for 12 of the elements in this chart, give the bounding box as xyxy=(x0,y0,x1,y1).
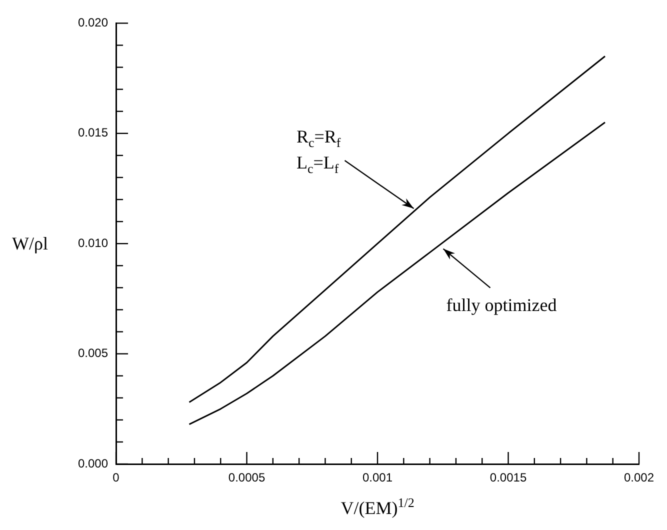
x-tick-label: 0.002 xyxy=(624,470,654,484)
y-tick-label: 0.000 xyxy=(78,456,108,470)
x-tick-label: 0 xyxy=(112,470,120,484)
x-tick-label: 0.0005 xyxy=(228,470,266,484)
y-tick-label: 0.020 xyxy=(78,16,108,30)
x-tick-label: 0.0015 xyxy=(490,470,527,484)
y-tick-label: 0.015 xyxy=(78,126,108,140)
y-axis-title: W/ρl xyxy=(12,234,48,254)
y-tick-label: 0.010 xyxy=(78,236,108,250)
x-tick-label: 0.001 xyxy=(362,470,393,484)
annotation: fully optimized xyxy=(446,294,557,315)
y-tick-label: 0.005 xyxy=(78,346,108,360)
